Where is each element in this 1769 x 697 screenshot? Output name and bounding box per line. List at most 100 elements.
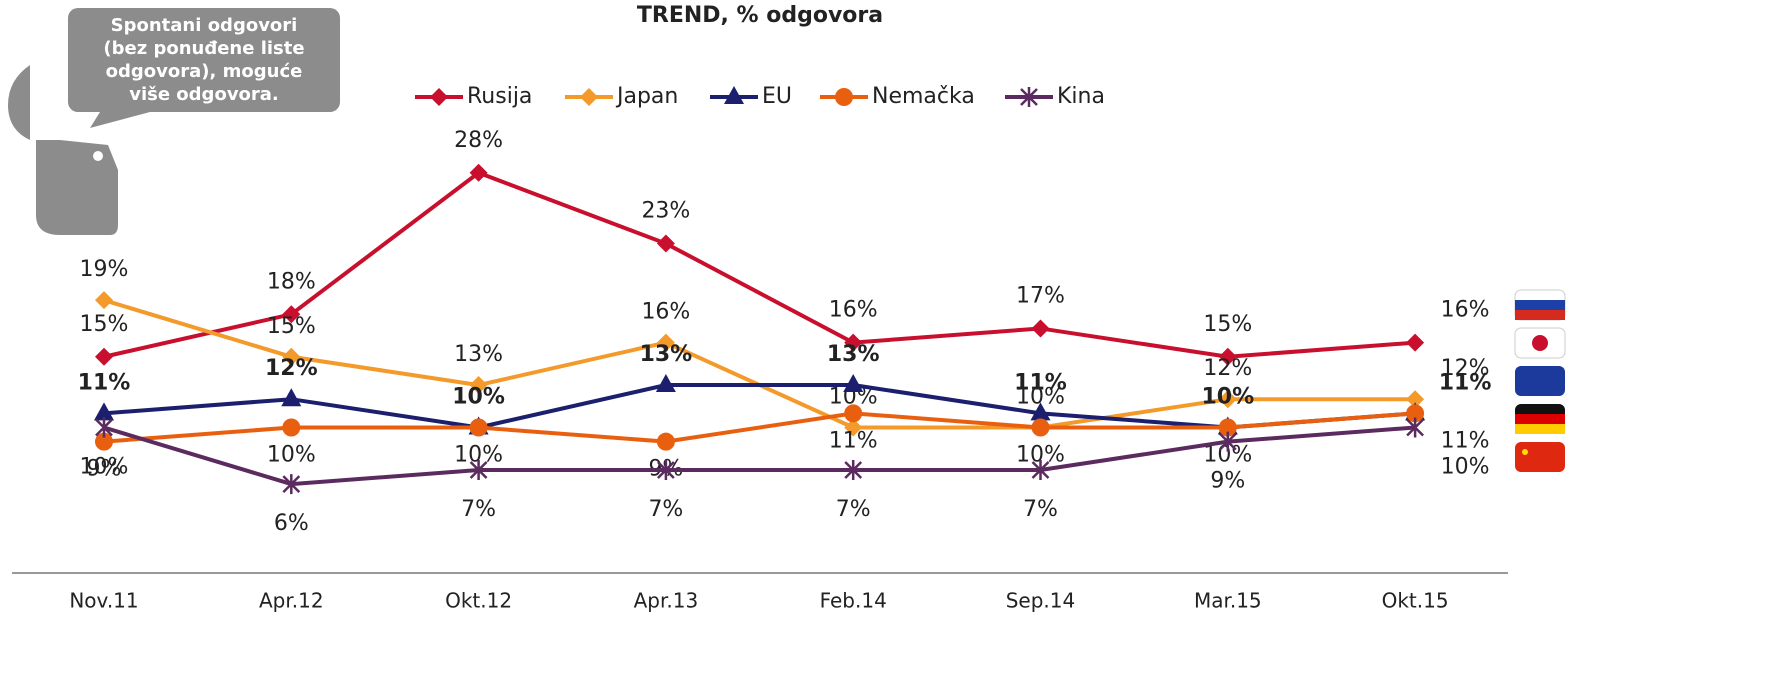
data-label: 7%: [648, 497, 683, 522]
data-label: 17%: [1016, 283, 1065, 308]
marker: [282, 347, 301, 366]
marker: [469, 376, 488, 395]
marker: [1218, 347, 1237, 366]
legend-marker: [835, 88, 853, 106]
marker: [95, 432, 113, 451]
data-label: 12%: [265, 356, 318, 381]
marker: [282, 418, 301, 437]
data-label: 13%: [454, 342, 503, 367]
marker: [844, 404, 863, 423]
note-text: više odgovora.: [129, 84, 279, 105]
x-tick-label: Okt.12: [445, 589, 512, 613]
legend-label: Rusija: [467, 84, 532, 109]
data-label: 6%: [274, 511, 309, 536]
data-label: 19%: [80, 257, 129, 282]
data-label: 15%: [1203, 312, 1252, 337]
x-tick-label: Sep.14: [1006, 589, 1076, 613]
marker: [469, 418, 488, 437]
marker: [1406, 390, 1425, 409]
data-label: 12%: [1203, 356, 1252, 381]
data-label: 16%: [829, 298, 878, 323]
marker: [1031, 418, 1050, 437]
marker: [655, 374, 676, 393]
marker: [1406, 417, 1424, 438]
series-line: [103, 411, 1416, 444]
marker: [95, 417, 113, 438]
marker: [844, 418, 863, 437]
data-label: 12%: [1441, 356, 1490, 381]
marker: [1218, 431, 1237, 452]
data-label: 11%: [1441, 428, 1490, 453]
marker: [656, 234, 675, 253]
legend-marker: [430, 88, 448, 106]
marker: [94, 402, 114, 421]
x-tick-label: Feb.14: [820, 589, 887, 613]
data-label: 10%: [80, 455, 129, 480]
marker: [657, 459, 675, 480]
person-icon: [8, 8, 340, 235]
marker: [844, 333, 863, 352]
data-label: 11%: [78, 370, 131, 395]
data-label: 11%: [1439, 370, 1492, 395]
marker: [1030, 402, 1051, 421]
data-label: 7%: [836, 497, 871, 522]
data-label: 9%: [87, 457, 122, 482]
data-label: 10%: [1201, 385, 1254, 410]
x-tick-label: Okt.15: [1382, 589, 1449, 613]
x-tick-label: Mar.15: [1194, 589, 1262, 613]
legend-label: EU: [762, 84, 792, 109]
series-line: [103, 383, 1416, 430]
note-text: odgovora), moguće: [106, 61, 303, 82]
series-line: [103, 170, 1416, 359]
legend-marker: [1020, 87, 1038, 107]
legend-label: Nemačka: [872, 84, 975, 109]
marker: [656, 333, 675, 352]
marker: [1218, 418, 1237, 437]
data-label: 10%: [452, 385, 505, 410]
legend-marker: [580, 88, 598, 106]
data-label: 9%: [1210, 469, 1245, 494]
marker: [1218, 390, 1237, 409]
data-label: 13%: [827, 342, 880, 367]
data-label: 11%: [1014, 370, 1067, 395]
marker: [282, 305, 301, 324]
marker: [469, 163, 488, 182]
x-tick-label: Apr.13: [634, 589, 699, 613]
series-line: [103, 425, 1416, 487]
data-label: 15%: [267, 314, 316, 339]
marker: [1406, 333, 1425, 352]
marker: [1406, 404, 1425, 423]
marker: [1031, 319, 1050, 338]
marker: [469, 459, 488, 480]
data-label: 28%: [454, 128, 503, 153]
data-label: 16%: [641, 300, 690, 325]
marker: [1031, 459, 1050, 480]
legend-label: Japan: [615, 84, 678, 109]
x-tick-label: Nov.11: [69, 589, 138, 613]
marker: [95, 347, 113, 366]
data-label: 10%: [267, 443, 316, 468]
x-tick-label: Apr.12: [259, 589, 324, 613]
note-text: Spontani odgovori: [111, 15, 298, 36]
data-label: 23%: [641, 199, 690, 224]
data-label: 16%: [1441, 298, 1490, 323]
legend-label: Kina: [1057, 84, 1105, 109]
data-label: 18%: [267, 269, 316, 294]
data-label: 7%: [1023, 497, 1058, 522]
data-label: 11%: [829, 428, 878, 453]
marker: [282, 474, 301, 495]
note-text: (bez ponuđene liste: [103, 38, 304, 59]
marker: [95, 291, 113, 310]
data-label: 10%: [1441, 455, 1490, 480]
marker: [843, 374, 864, 393]
marker: [281, 388, 302, 407]
legend-marker: [724, 86, 744, 104]
chart-title: TREND, % odgovora: [637, 3, 883, 28]
data-label: 7%: [461, 497, 496, 522]
data-label: 15%: [80, 312, 129, 337]
flags: [1514, 289, 1566, 472]
marker: [844, 459, 863, 480]
data-label: 13%: [640, 342, 693, 367]
